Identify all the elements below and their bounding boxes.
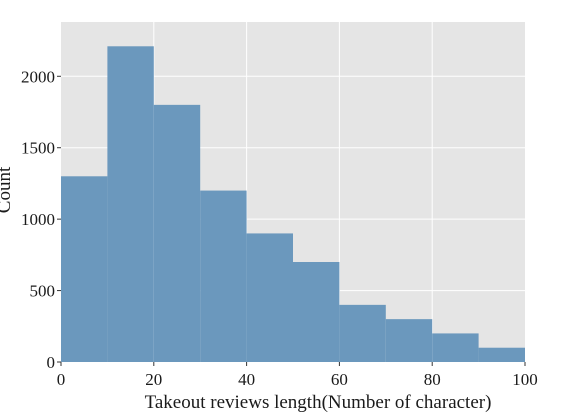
y-axis-ticks: 0 500 1000 1500 2000	[21, 67, 61, 372]
x-tick-label-4: 80	[424, 370, 441, 389]
histogram-bar-9	[478, 347, 525, 362]
histogram-bars	[61, 46, 525, 363]
histogram-bar-2	[153, 104, 201, 362]
y-tick-label-1: 500	[30, 282, 56, 301]
x-tick-label-0: 0	[57, 370, 66, 389]
x-tick-label-3: 60	[331, 370, 348, 389]
y-axis-label: Count	[0, 166, 15, 213]
y-tick-label-3: 1500	[21, 139, 55, 158]
y-tick-label-0: 0	[47, 353, 56, 372]
histogram-bar-0	[61, 176, 108, 362]
x-tick-label-2: 40	[238, 370, 255, 389]
x-axis-label: Takeout reviews length(Number of charact…	[145, 392, 492, 413]
histogram-bar-3	[200, 190, 247, 362]
y-tick-label-2: 1000	[21, 210, 55, 229]
x-tick-label-5: 100	[512, 370, 538, 389]
histogram-bar-1	[107, 46, 154, 363]
histogram-bar-7	[385, 319, 433, 362]
histogram-bar-8	[432, 333, 479, 362]
y-tick-label-4: 2000	[21, 67, 55, 86]
x-axis-ticks: 0 20 40 60 80 100	[57, 362, 538, 389]
histogram-bar-5	[293, 262, 340, 362]
histogram-bar-6	[339, 304, 386, 362]
x-tick-label-1: 20	[145, 370, 162, 389]
histogram-bar-4	[246, 233, 293, 362]
